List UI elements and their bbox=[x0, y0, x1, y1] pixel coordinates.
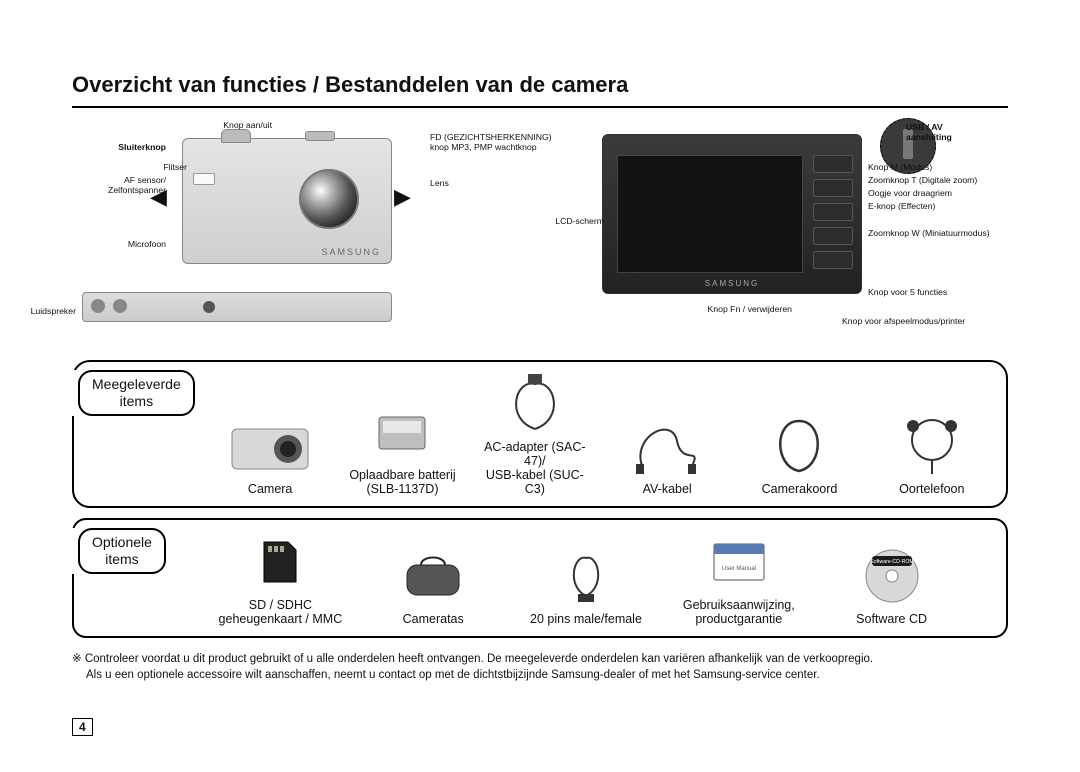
item-battery-label: Oplaadbare batterij (SLB-1137D) bbox=[346, 468, 458, 496]
adapter-icon bbox=[500, 374, 570, 434]
footnote-line2: Als u een optionele accessoire wilt aans… bbox=[72, 669, 820, 681]
item-earphone-label: Oortelefoon bbox=[876, 482, 988, 496]
label-luidspreker: Luidspreker bbox=[4, 306, 76, 316]
item-case: Cameratas bbox=[367, 544, 500, 626]
label-lens: Lens bbox=[430, 178, 449, 188]
item-av-label: AV-kabel bbox=[611, 482, 723, 496]
item-case-label: Cameratas bbox=[367, 612, 500, 626]
camera-icon bbox=[230, 421, 310, 471]
label-camerastatus: Camerastatuslampje bbox=[602, 158, 770, 168]
manual-icon: User Manual bbox=[710, 540, 768, 584]
item-cd-label: Software CD bbox=[825, 612, 958, 626]
page-number: 4 bbox=[72, 718, 93, 736]
optional-tag: Optionele items bbox=[72, 528, 172, 574]
label-zoom-t: Zoomknop T (Digitale zoom) bbox=[868, 175, 977, 185]
supplied-items-box: Meegeleverde items Camera Oplaadbare bat… bbox=[72, 360, 1008, 508]
label-af-sensor: AF sensor/ Zelfontspanner bbox=[62, 175, 166, 195]
label-sluiterknop: Sluiterknop bbox=[62, 142, 166, 152]
item-manual-label: Gebruiksaanwijzing, productgarantie bbox=[672, 598, 805, 626]
item-pins: 20 pins male/female bbox=[520, 544, 653, 626]
earphone-icon bbox=[899, 416, 965, 476]
front-logo: SAMSUNG bbox=[321, 247, 381, 257]
label-microfoon: Microfoon bbox=[62, 239, 166, 249]
power-button-shape bbox=[305, 131, 335, 141]
label-five: Knop voor 5 functies bbox=[868, 287, 947, 297]
item-pins-label: 20 pins male/female bbox=[520, 612, 653, 626]
label-fn: Knop Fn / verwijderen bbox=[612, 304, 792, 314]
item-camera-label: Camera bbox=[214, 482, 326, 496]
item-adapter: AC-adapter (SAC-47)/ USB-kabel (SUC-C3) bbox=[479, 372, 591, 496]
case-icon bbox=[401, 553, 465, 599]
shutter-button-shape bbox=[221, 129, 251, 143]
camera-front-illustration: SAMSUNG bbox=[182, 138, 392, 264]
label-usb-av: USB / AV aansluiting bbox=[906, 122, 1026, 142]
cd-inner-label: Software-CD-ROM bbox=[870, 559, 914, 565]
label-knop-aanuit: Knop aan/uit bbox=[62, 120, 272, 130]
footnote: ※ Controleer voordat u dit product gebru… bbox=[72, 652, 1008, 683]
flash-shape bbox=[193, 173, 215, 185]
strap-icon bbox=[769, 416, 829, 476]
supplied-tag: Meegeleverde items bbox=[72, 370, 201, 416]
item-strap: Camerakoord bbox=[743, 414, 855, 496]
sd-card-icon bbox=[260, 538, 300, 586]
label-printer: Knop voor afspeelmodus/printer bbox=[842, 316, 965, 326]
av-cable-icon bbox=[632, 416, 702, 476]
item-camera: Camera bbox=[214, 414, 326, 496]
arrow-right-icon: ▶ bbox=[394, 184, 411, 210]
label-fd: FD (GEZICHTSHERKENNING) knop MP3, PMP wa… bbox=[430, 132, 600, 152]
label-modus: Knop M (Modus) bbox=[868, 162, 932, 172]
label-flitser: Flitser bbox=[62, 162, 187, 172]
camera-bottom-illustration bbox=[82, 292, 392, 322]
label-lcd: LCD-scherm bbox=[514, 216, 604, 226]
item-sd-label: SD / SDHC geheugenkaart / MMC bbox=[214, 598, 347, 626]
battery-icon bbox=[375, 411, 429, 453]
optional-items-box: Optionele items SD / SDHC geheugenkaart … bbox=[72, 518, 1008, 638]
lens-shape bbox=[299, 169, 359, 229]
item-manual: User Manual Gebruiksaanwijzing, productg… bbox=[672, 530, 805, 626]
label-e-knop: E-knop (Effecten) bbox=[868, 201, 935, 211]
footnote-line1: ※ Controleer voordat u dit product gebru… bbox=[72, 653, 873, 665]
item-cd: Software-CD-ROM Software CD bbox=[825, 544, 958, 626]
diagram-region: SAMSUNG ◀ ▶ Knop aan/uit Sluiterknop Fli… bbox=[72, 124, 1008, 354]
pins-cable-icon bbox=[556, 548, 616, 604]
item-av: AV-kabel bbox=[611, 414, 723, 496]
svg-text:User Manual: User Manual bbox=[722, 566, 756, 572]
item-strap-label: Camerakoord bbox=[743, 482, 855, 496]
item-earphone: Oortelefoon bbox=[876, 414, 988, 496]
cd-icon: Software-CD-ROM bbox=[864, 548, 920, 604]
item-adapter-label: AC-adapter (SAC-47)/ USB-kabel (SUC-C3) bbox=[479, 440, 591, 496]
item-battery: Oplaadbare batterij (SLB-1137D) bbox=[346, 400, 458, 496]
label-oogje: Oogje voor draagriem bbox=[868, 188, 952, 198]
label-zoom-w: Zoomknop W (Miniatuurmodus) bbox=[868, 228, 990, 238]
item-sd: SD / SDHC geheugenkaart / MMC bbox=[214, 530, 347, 626]
section-title: Overzicht van functies / Bestanddelen va… bbox=[72, 72, 1008, 108]
